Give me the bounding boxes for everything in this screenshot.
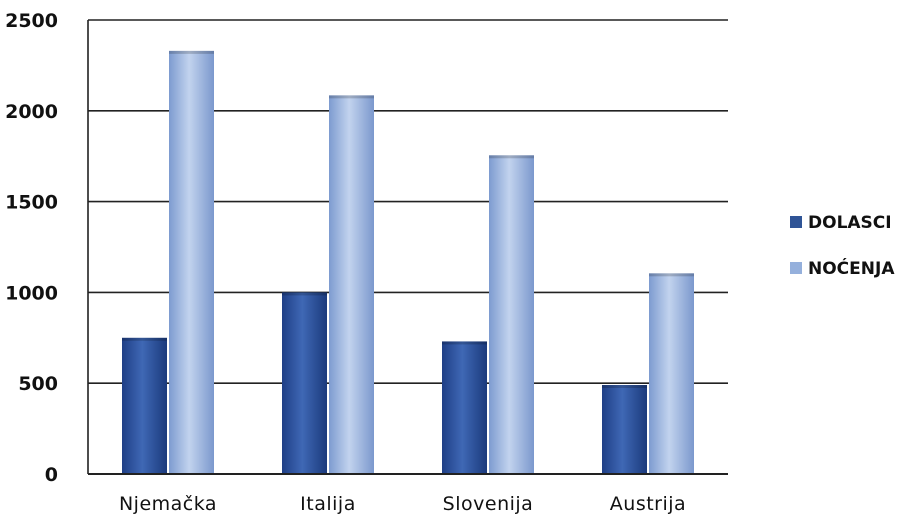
x-tick-label: Njemačka	[119, 493, 217, 515]
bar-top-edge	[169, 50, 214, 54]
legend-label: DOLASCI	[808, 213, 892, 233]
y-tick-label: 500	[18, 373, 58, 395]
bar-dolasci-0	[122, 337, 167, 474]
bar-dolasci-3	[602, 385, 647, 474]
bar-top-edge	[489, 155, 534, 159]
bar-top-edge	[602, 385, 647, 389]
y-tick-label: 2000	[5, 101, 58, 123]
bar-dolasci-1	[282, 292, 327, 474]
bar-noćenja-3	[649, 273, 694, 474]
legend-swatch-noćenja	[790, 262, 802, 274]
bar-dolasci-2	[442, 341, 487, 474]
x-tick-label: Italija	[300, 493, 356, 515]
bar-top-edge	[649, 273, 694, 277]
bar-noćenja-2	[489, 155, 534, 475]
bar-noćenja-1	[329, 95, 374, 474]
legend-label: NOĆENJA	[808, 257, 895, 279]
x-tick-label: Austrija	[610, 493, 686, 515]
y-tick-label: 1500	[5, 192, 58, 214]
y-tick-label: 2500	[5, 10, 58, 32]
bars	[122, 50, 694, 475]
y-tick-label: 0	[45, 464, 58, 486]
x-axis: Njemačka Italija Slovenija Austrija	[88, 473, 728, 515]
x-tick-label: Slovenija	[443, 493, 534, 515]
y-axis: 0 500 1000 1500 2000 2500	[5, 10, 89, 486]
legend-swatch-dolasci	[790, 216, 802, 228]
legend: DOLASCI NOĆENJA	[790, 213, 895, 279]
bar-top-edge	[442, 341, 487, 345]
bar-top-edge	[282, 292, 327, 296]
bar-top-edge	[122, 337, 167, 341]
bar-top-edge	[329, 95, 374, 99]
y-tick-label: 1000	[5, 282, 58, 304]
bar-noćenja-0	[169, 50, 214, 474]
